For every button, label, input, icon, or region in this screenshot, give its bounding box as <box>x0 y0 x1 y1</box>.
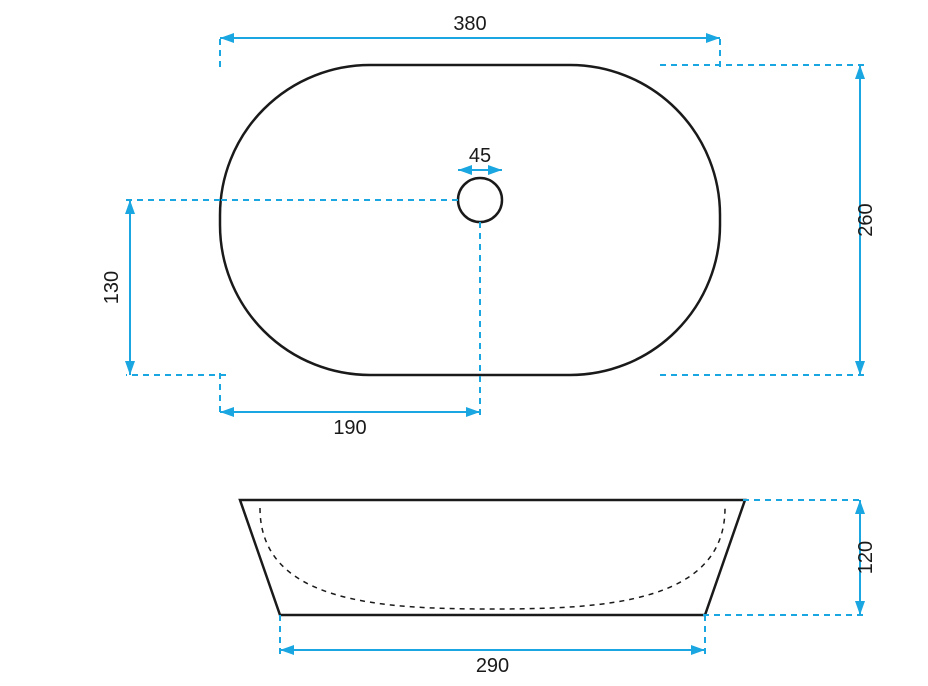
dim-190-label: 190 <box>333 417 366 439</box>
dim-arrow <box>466 407 480 417</box>
dim-arrow <box>125 361 135 375</box>
technical-drawing: 380 260 45 190 130 120 290 <box>0 0 928 686</box>
dim-45-label: 45 <box>469 145 491 167</box>
dim-260-label: 260 <box>855 203 877 236</box>
dim-arrow <box>125 200 135 214</box>
basin-inner-profile <box>260 508 725 609</box>
dim-arrow <box>691 645 705 655</box>
dim-120-label: 120 <box>855 541 877 574</box>
dim-arrow <box>855 65 865 79</box>
dim-arrow <box>855 500 865 514</box>
dim-arrow <box>220 407 234 417</box>
dim-290-label: 290 <box>476 655 509 677</box>
dim-130-label: 130 <box>101 271 123 304</box>
dim-380-label: 380 <box>453 13 486 35</box>
dim-arrow <box>280 645 294 655</box>
dim-arrow <box>855 361 865 375</box>
dim-arrow <box>706 33 720 43</box>
dim-arrow <box>855 601 865 615</box>
basin-side-outline <box>240 500 745 615</box>
dim-arrow <box>220 33 234 43</box>
drain-hole <box>458 178 502 222</box>
